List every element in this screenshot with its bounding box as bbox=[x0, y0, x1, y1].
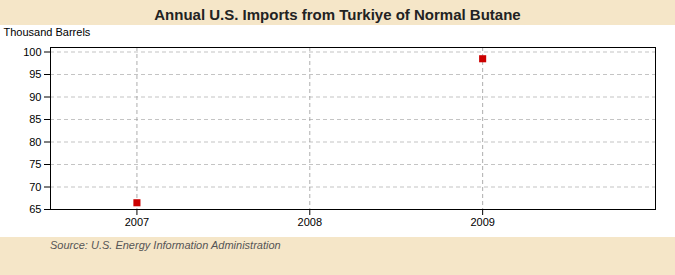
svg-text:70: 70 bbox=[29, 181, 41, 193]
svg-text:100: 100 bbox=[23, 46, 41, 58]
svg-text:2007: 2007 bbox=[125, 216, 149, 228]
svg-text:Thousand Barrels: Thousand Barrels bbox=[4, 26, 91, 38]
svg-text:85: 85 bbox=[29, 113, 41, 125]
svg-text:65: 65 bbox=[29, 203, 41, 215]
html-text:Source: U.S. Energy Informatio: Source: U.S. Energy Information Administ… bbox=[50, 239, 281, 251]
svg-text:80: 80 bbox=[29, 136, 41, 148]
svg-text:2008: 2008 bbox=[298, 216, 322, 228]
svg-text:2009: 2009 bbox=[470, 216, 494, 228]
svg-text:95: 95 bbox=[29, 68, 41, 80]
svg-text:75: 75 bbox=[29, 158, 41, 170]
svg-text:90: 90 bbox=[29, 91, 41, 103]
html-text:Annual U.S. Imports from Turki: Annual U.S. Imports from Turkiye of Norm… bbox=[154, 6, 521, 23]
